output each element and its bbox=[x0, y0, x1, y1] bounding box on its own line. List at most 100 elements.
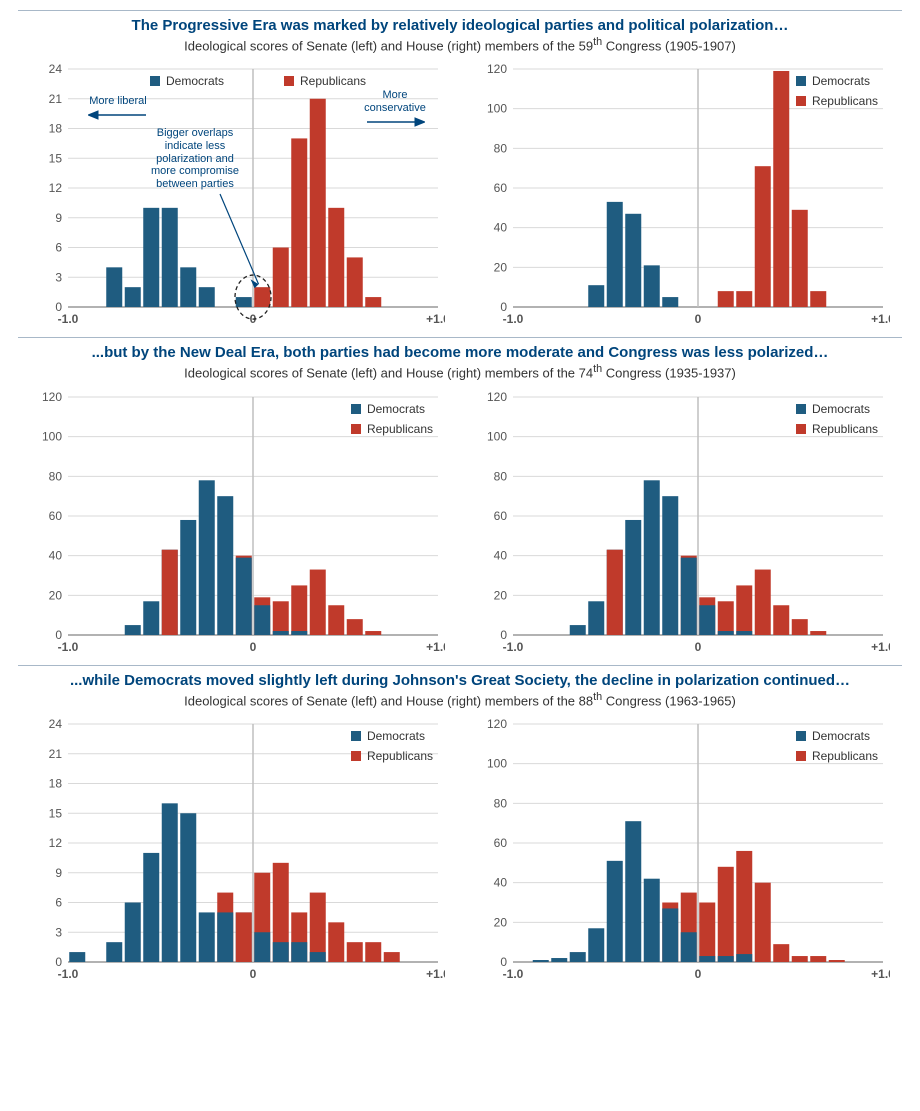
legend-label: Democrats bbox=[812, 726, 870, 746]
svg-text:120: 120 bbox=[487, 390, 507, 404]
svg-text:60: 60 bbox=[494, 509, 508, 523]
anno-text: Bigger overlaps indicate less polarizati… bbox=[151, 127, 239, 190]
svg-text:+1.0: +1.0 bbox=[426, 312, 445, 326]
legend: DemocratsRepublicans bbox=[796, 726, 878, 766]
svg-text:0: 0 bbox=[250, 967, 257, 981]
subtitle-sup: th bbox=[593, 36, 602, 48]
svg-text:40: 40 bbox=[494, 548, 508, 562]
subtitle-suffix: Congress (1935-1937) bbox=[602, 366, 736, 381]
svg-text:-1.0: -1.0 bbox=[58, 312, 79, 326]
legend-label: Republicans bbox=[812, 419, 878, 439]
legend-item-rep: Republicans bbox=[351, 419, 433, 439]
svg-text:21: 21 bbox=[49, 747, 63, 761]
svg-text:40: 40 bbox=[494, 221, 508, 235]
svg-text:0: 0 bbox=[250, 312, 257, 326]
svg-text:80: 80 bbox=[494, 142, 508, 156]
dem-swatch bbox=[796, 404, 806, 414]
svg-text:60: 60 bbox=[49, 509, 63, 523]
legend-label: Democrats bbox=[367, 726, 425, 746]
legend-item-rep: Republicans bbox=[796, 746, 878, 766]
svg-text:12: 12 bbox=[49, 836, 63, 850]
svg-text:+1.0: +1.0 bbox=[871, 640, 890, 654]
anno-text: More liberal bbox=[89, 95, 146, 107]
annotation-more-conservative: More conservative bbox=[355, 89, 435, 132]
svg-text:20: 20 bbox=[494, 588, 508, 602]
svg-text:100: 100 bbox=[42, 429, 62, 443]
svg-text:100: 100 bbox=[487, 102, 507, 116]
svg-text:18: 18 bbox=[49, 776, 63, 790]
svg-text:0: 0 bbox=[695, 312, 702, 326]
chart-row: 03691215182124-1.00+1.0DemocratsRepublic… bbox=[18, 59, 902, 329]
section-subtitle: Ideological scores of Senate (left) and … bbox=[18, 363, 902, 380]
dem-swatch bbox=[796, 731, 806, 741]
svg-text:100: 100 bbox=[487, 757, 507, 771]
svg-text:18: 18 bbox=[49, 122, 63, 136]
legend: DemocratsRepublicans bbox=[796, 71, 878, 111]
rep-swatch bbox=[796, 424, 806, 434]
rep-swatch bbox=[351, 424, 361, 434]
subtitle-suffix: Congress (1905-1907) bbox=[602, 38, 736, 53]
chart-row: 03691215182124-1.00+1.0DemocratsRepublic… bbox=[18, 714, 902, 984]
svg-text:20: 20 bbox=[49, 588, 63, 602]
chart: 020406080100120-1.00+1.0DemocratsRepubli… bbox=[475, 387, 890, 657]
subtitle-prefix: Ideological scores of Senate (left) and … bbox=[184, 693, 593, 708]
dem-swatch bbox=[150, 76, 160, 86]
svg-text:-1.0: -1.0 bbox=[503, 640, 524, 654]
svg-text:0: 0 bbox=[250, 640, 257, 654]
svg-text:+1.0: +1.0 bbox=[871, 312, 890, 326]
rep-swatch bbox=[796, 96, 806, 106]
chart: 03691215182124-1.00+1.0DemocratsRepublic… bbox=[30, 59, 445, 329]
legend: DemocratsRepublicans bbox=[351, 399, 433, 439]
legend-item-rep: Republicans bbox=[796, 419, 878, 439]
svg-text:-1.0: -1.0 bbox=[503, 967, 524, 981]
legend: Democrats Republicans bbox=[150, 71, 366, 91]
legend-label: Republicans bbox=[812, 91, 878, 111]
legend-item-rep: Republicans bbox=[796, 91, 878, 111]
section-title: ...while Democrats moved slightly left d… bbox=[18, 672, 902, 689]
svg-text:+1.0: +1.0 bbox=[871, 967, 890, 981]
svg-text:12: 12 bbox=[49, 181, 63, 195]
subtitle-suffix: Congress (1963-1965) bbox=[602, 693, 736, 708]
svg-text:+1.0: +1.0 bbox=[426, 640, 445, 654]
chart: 020406080100120-1.00+1.0DemocratsRepubli… bbox=[475, 59, 890, 329]
svg-text:60: 60 bbox=[494, 836, 508, 850]
svg-text:80: 80 bbox=[494, 796, 508, 810]
svg-text:3: 3 bbox=[55, 925, 62, 939]
legend: DemocratsRepublicans bbox=[796, 399, 878, 439]
svg-text:9: 9 bbox=[55, 211, 62, 225]
svg-text:40: 40 bbox=[49, 548, 63, 562]
subtitle-prefix: Ideological scores of Senate (left) and … bbox=[184, 38, 593, 53]
legend-item-dem: Democrats bbox=[351, 399, 433, 419]
dem-swatch bbox=[796, 76, 806, 86]
dem-swatch bbox=[351, 404, 361, 414]
chart: 03691215182124-1.00+1.0DemocratsRepublic… bbox=[30, 714, 445, 984]
svg-text:120: 120 bbox=[487, 62, 507, 76]
legend-item-rep: Republicans bbox=[351, 746, 433, 766]
legend-label: Democrats bbox=[367, 399, 425, 419]
legend-label: Republicans bbox=[367, 746, 433, 766]
svg-text:24: 24 bbox=[49, 717, 63, 731]
section-2: ...while Democrats moved slightly left d… bbox=[18, 665, 902, 984]
annotation-overlap-note: Bigger overlaps indicate less polarizati… bbox=[140, 127, 250, 190]
svg-text:21: 21 bbox=[49, 92, 63, 106]
svg-text:24: 24 bbox=[49, 62, 63, 76]
svg-text:15: 15 bbox=[49, 152, 63, 166]
dem-swatch bbox=[351, 731, 361, 741]
section-subtitle: Ideological scores of Senate (left) and … bbox=[18, 36, 902, 53]
legend-label: Democrats bbox=[166, 71, 224, 91]
subtitle-sup: th bbox=[593, 363, 602, 375]
chart: 020406080100120-1.00+1.0DemocratsRepubli… bbox=[30, 387, 445, 657]
svg-text:120: 120 bbox=[42, 390, 62, 404]
chart: 020406080100120-1.00+1.0DemocratsRepubli… bbox=[475, 714, 890, 984]
rep-swatch bbox=[351, 751, 361, 761]
legend-item-dem: Democrats bbox=[150, 71, 224, 91]
section-title: ...but by the New Deal Era, both parties… bbox=[18, 344, 902, 361]
legend-item-dem: Democrats bbox=[796, 726, 878, 746]
svg-text:40: 40 bbox=[494, 876, 508, 890]
svg-text:6: 6 bbox=[55, 895, 62, 909]
section-0: The Progressive Era was marked by relati… bbox=[18, 10, 902, 329]
legend-item-rep: Republicans bbox=[284, 71, 366, 91]
svg-text:20: 20 bbox=[494, 915, 508, 929]
svg-text:-1.0: -1.0 bbox=[503, 312, 524, 326]
legend-item-dem: Democrats bbox=[351, 726, 433, 746]
